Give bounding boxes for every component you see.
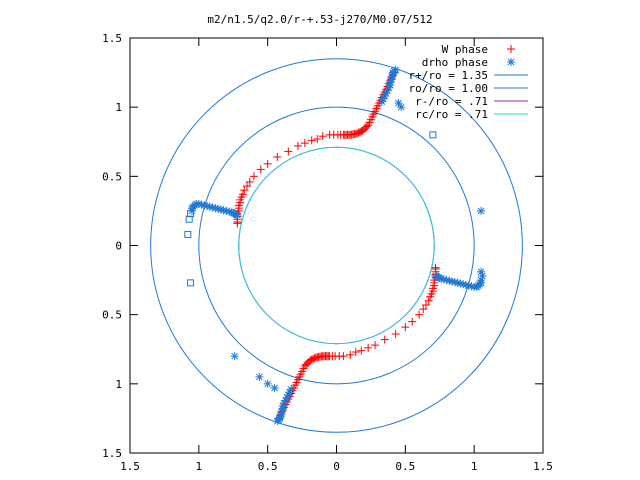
radius-circles	[150, 58, 523, 433]
data-point	[477, 267, 486, 276]
data-point	[431, 263, 440, 272]
legend-marker	[507, 58, 515, 66]
data-point	[300, 139, 309, 148]
data-point	[263, 159, 272, 168]
y-tick-label: 1	[115, 378, 122, 391]
data-point	[245, 177, 254, 186]
data-point	[263, 379, 272, 388]
data-point	[307, 136, 316, 145]
x-tick-label: 1.5	[533, 460, 553, 473]
legend-label: rc/ro = .71	[415, 108, 488, 121]
data-point	[415, 310, 424, 319]
x-tick-label: 1	[471, 460, 478, 473]
data-point	[287, 385, 296, 394]
data-point	[401, 323, 410, 332]
data-point	[313, 134, 322, 143]
y-axis-tick-labels: 1.5 1 0.5 0 0.5 1 1.5	[102, 32, 122, 460]
data-point	[419, 305, 428, 314]
data-point	[456, 279, 465, 288]
circle-r1_35	[150, 58, 523, 433]
x-tick-label: 0.5	[395, 460, 415, 473]
data-point	[230, 352, 239, 361]
circle-r1	[198, 106, 475, 385]
data-point	[380, 335, 389, 344]
y-tick-label: 1.5	[102, 32, 122, 45]
data-point	[421, 300, 430, 309]
data-point	[377, 97, 386, 106]
legend-label: ro/ro = 1.00	[409, 82, 488, 95]
legend-marker	[507, 45, 515, 53]
data-point	[318, 132, 327, 141]
circle-r0_71	[238, 146, 435, 345]
data-point	[233, 219, 242, 228]
y-tick-label: 0	[115, 240, 122, 253]
axis-ticks	[129, 37, 544, 454]
data-point	[371, 341, 380, 350]
data-point	[478, 271, 487, 280]
x-tick-label: 0.5	[258, 460, 278, 473]
data-point	[270, 383, 279, 392]
y-tick-label: 1.5	[102, 447, 122, 460]
data-point	[325, 130, 334, 139]
data-point	[339, 352, 348, 361]
data-point	[424, 296, 433, 305]
data-point	[429, 131, 437, 139]
data-point	[448, 277, 457, 286]
data-point	[391, 330, 400, 339]
data-points	[184, 65, 487, 426]
data-point	[284, 147, 293, 156]
circle-r0_71	[238, 146, 435, 345]
data-point	[187, 279, 195, 287]
y-tick-label: 0.5	[102, 309, 122, 322]
data-point	[408, 317, 417, 326]
data-point	[185, 215, 193, 223]
x-tick-label: 1.5	[120, 460, 140, 473]
data-point	[273, 152, 282, 161]
data-point	[346, 350, 355, 359]
data-point	[293, 141, 302, 150]
data-point	[249, 172, 258, 181]
data-point	[184, 230, 192, 238]
y-tick-label: 1	[115, 101, 122, 114]
x-tick-label: 0	[333, 460, 340, 473]
data-point	[397, 103, 406, 112]
data-point	[364, 343, 373, 352]
x-axis-tick-labels: 1.5 1 0.5 0 0.5 1 1.5	[120, 460, 553, 473]
legend-label: W phase	[442, 43, 488, 56]
data-point	[255, 372, 264, 381]
legend-label: r-/ro = .71	[415, 95, 488, 108]
data-point	[256, 165, 265, 174]
data-point	[243, 182, 252, 191]
data-point	[357, 346, 366, 355]
x-tick-label: 1	[196, 460, 203, 473]
data-point	[351, 348, 360, 357]
y-tick-label: 0.5	[102, 170, 122, 183]
legend-label: drho phase	[422, 56, 488, 69]
data-point	[240, 186, 249, 195]
chart-title: m2/n1.5/q2.0/r-+.53-j270/M0.07/512	[207, 13, 432, 26]
legend-label: r+/ro = 1.35	[409, 69, 488, 82]
data-point	[394, 99, 403, 108]
data-point	[477, 206, 486, 215]
